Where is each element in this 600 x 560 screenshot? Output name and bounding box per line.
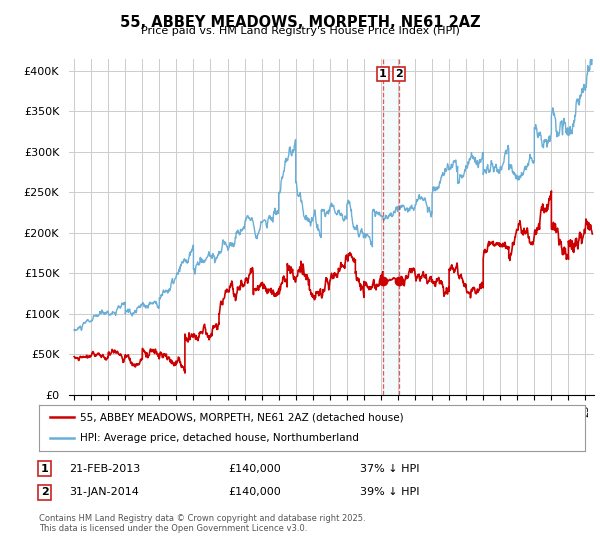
Text: 21-FEB-2013: 21-FEB-2013 xyxy=(69,464,140,474)
Text: 31-JAN-2014: 31-JAN-2014 xyxy=(69,487,139,497)
Text: Price paid vs. HM Land Registry's House Price Index (HPI): Price paid vs. HM Land Registry's House … xyxy=(140,26,460,36)
Text: £140,000: £140,000 xyxy=(228,487,281,497)
Text: 39% ↓ HPI: 39% ↓ HPI xyxy=(360,487,419,497)
Text: 55, ABBEY MEADOWS, MORPETH, NE61 2AZ: 55, ABBEY MEADOWS, MORPETH, NE61 2AZ xyxy=(119,15,481,30)
Text: 37% ↓ HPI: 37% ↓ HPI xyxy=(360,464,419,474)
Text: 1: 1 xyxy=(379,69,387,79)
Text: HPI: Average price, detached house, Northumberland: HPI: Average price, detached house, Nort… xyxy=(80,433,359,444)
Text: 2: 2 xyxy=(41,487,49,497)
Text: £140,000: £140,000 xyxy=(228,464,281,474)
Text: 55, ABBEY MEADOWS, MORPETH, NE61 2AZ (detached house): 55, ABBEY MEADOWS, MORPETH, NE61 2AZ (de… xyxy=(80,412,404,422)
Bar xyxy=(383,59,400,395)
Text: 2: 2 xyxy=(395,69,403,79)
Text: Contains HM Land Registry data © Crown copyright and database right 2025.
This d: Contains HM Land Registry data © Crown c… xyxy=(39,514,365,533)
Text: 1: 1 xyxy=(41,464,49,474)
